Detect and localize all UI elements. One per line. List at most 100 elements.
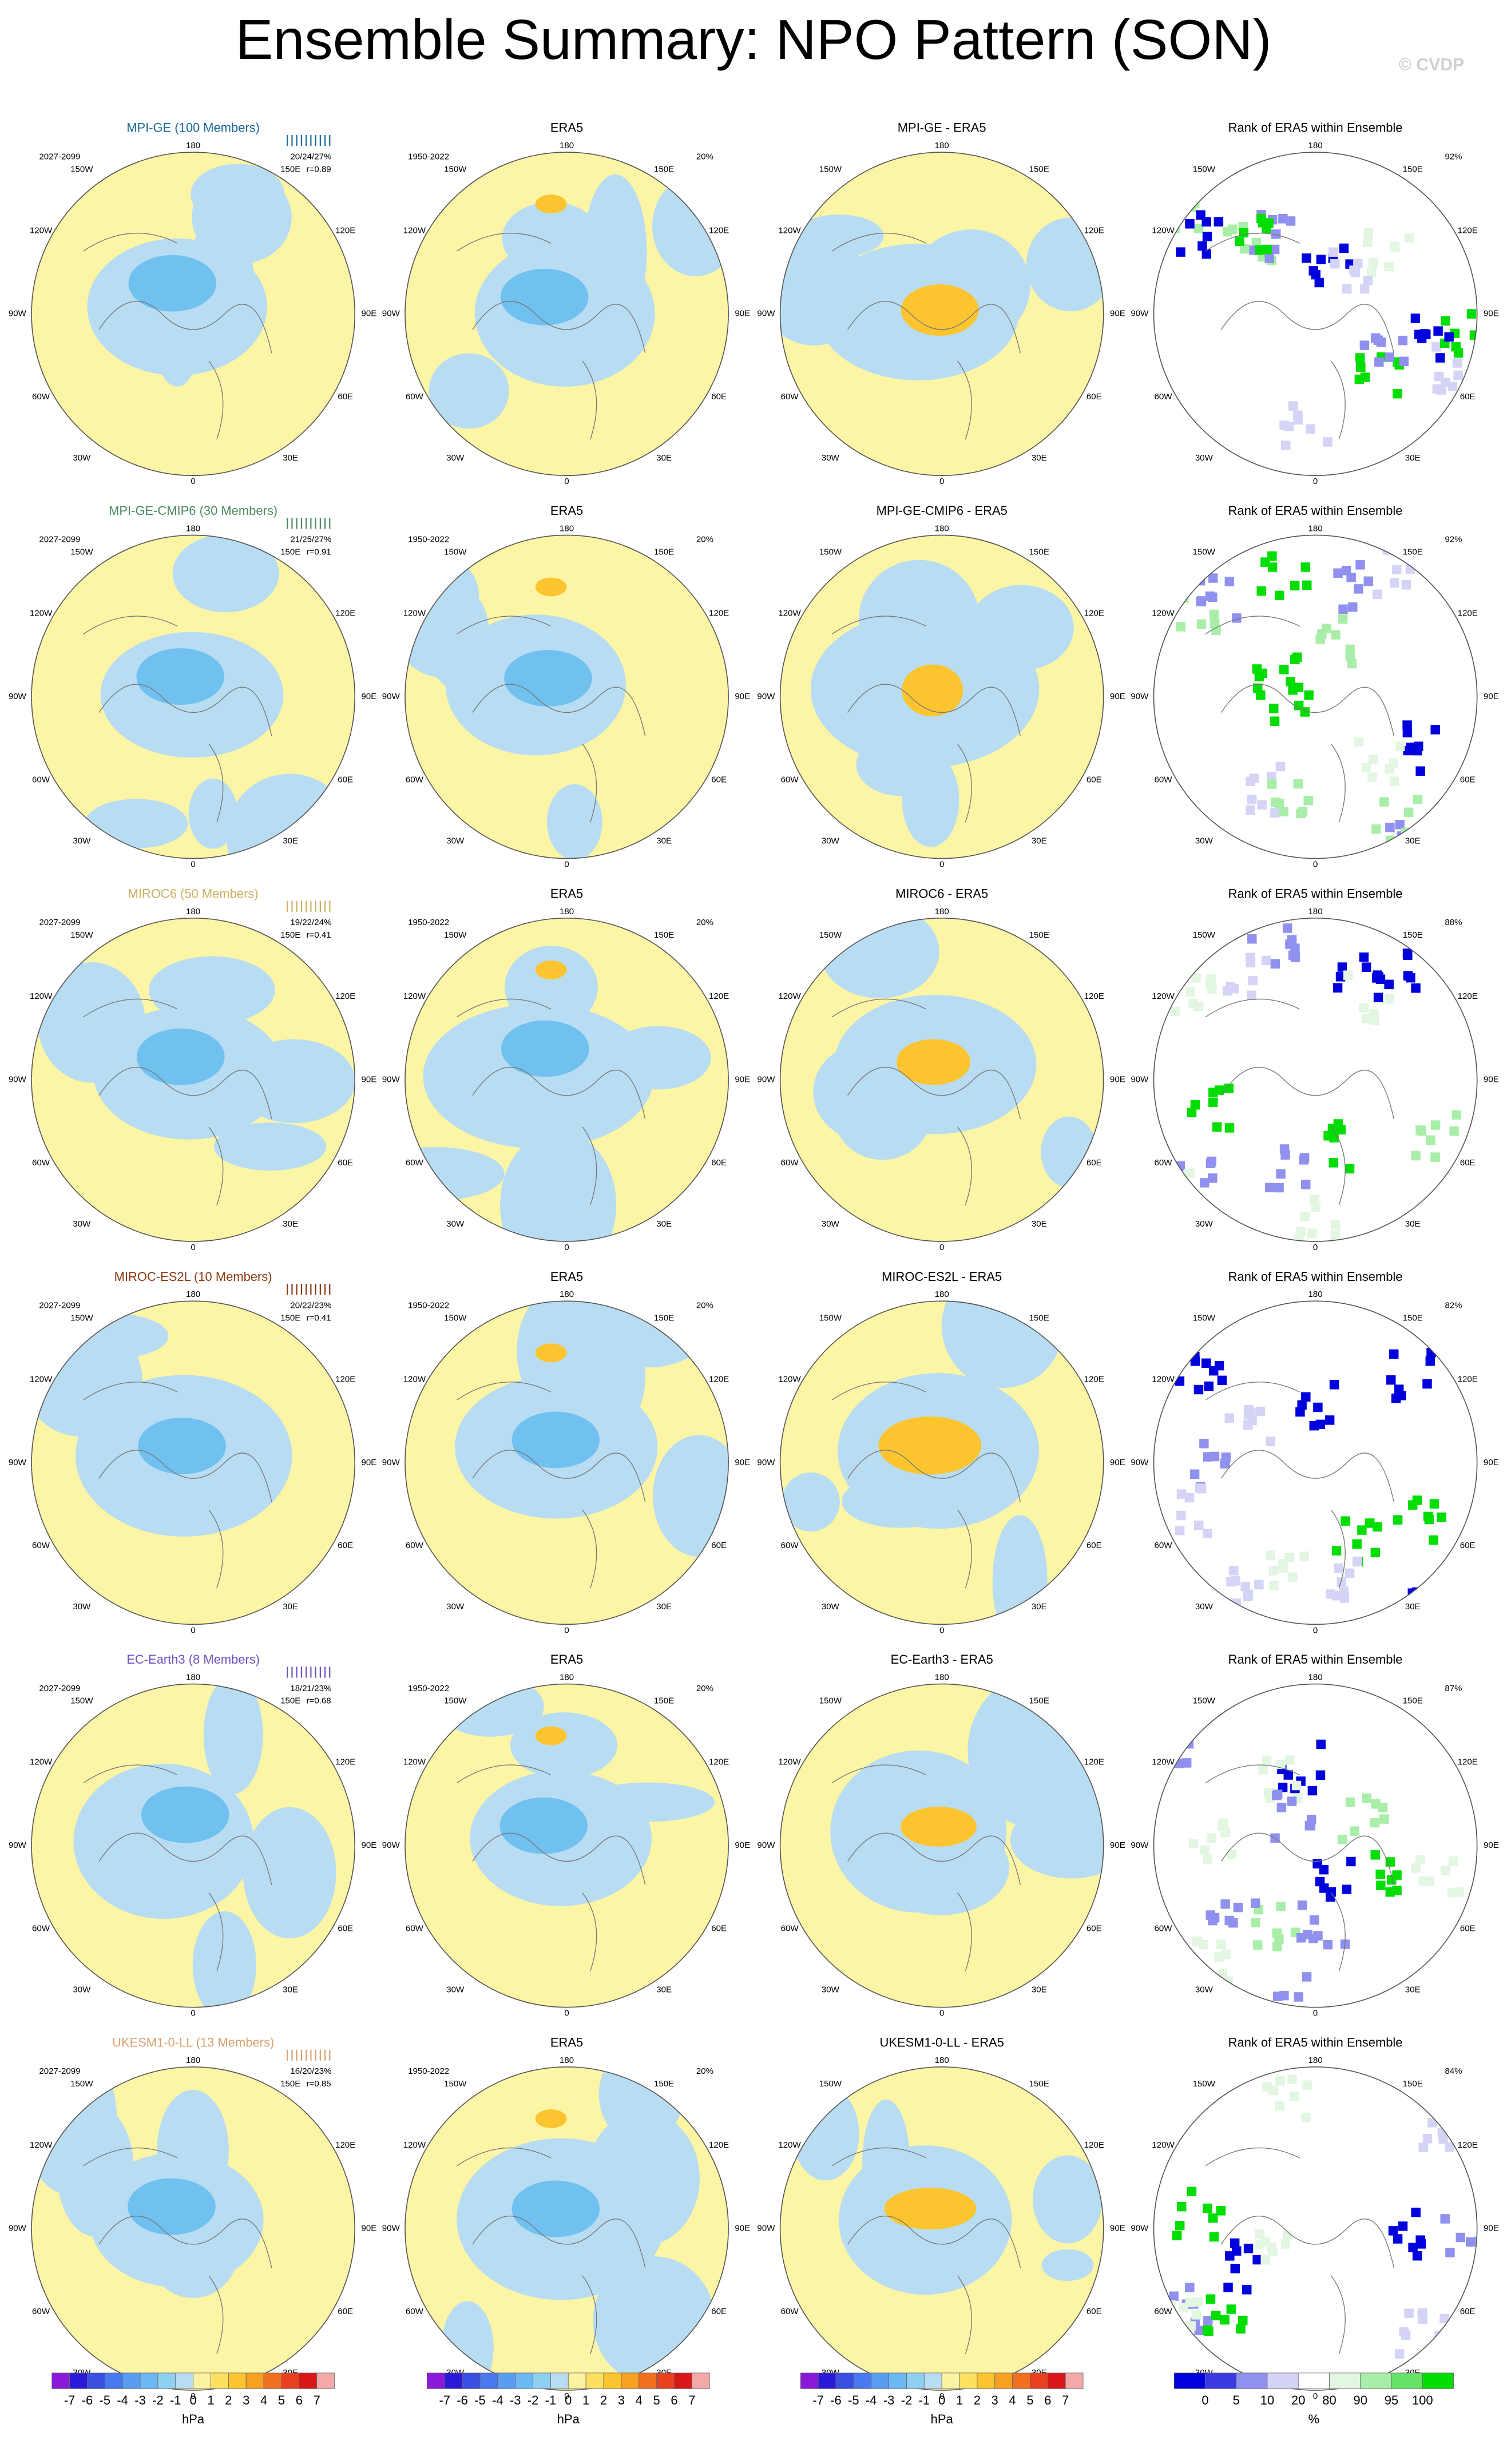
- rank-cell: [1246, 958, 1256, 967]
- rank-cell: [1316, 255, 1326, 264]
- rank-cell: [1414, 741, 1423, 751]
- colorbar-box: [1236, 2372, 1268, 2389]
- rank-cell: [1441, 378, 1450, 387]
- rank-cell: [1384, 261, 1394, 272]
- longitude-label: 0: [1313, 477, 1318, 486]
- longitude-label: 150W: [819, 547, 842, 557]
- rank-cell: [1389, 776, 1399, 786]
- rank-cell: [1360, 372, 1370, 382]
- longitude-label: 180: [1308, 907, 1323, 916]
- longitude-label: 90E: [1110, 309, 1125, 319]
- rank-cell: [1331, 630, 1341, 640]
- longitude-label: 60E: [1086, 775, 1102, 784]
- colorbar-tick-label: 7: [1062, 2393, 1069, 2407]
- negative-region: [192, 170, 292, 264]
- rank-cell: [1373, 993, 1383, 1002]
- map-field: [404, 1301, 729, 1625]
- map-background: [1153, 1301, 1477, 1625]
- longitude-label: 90E: [735, 309, 750, 319]
- map-field: [31, 918, 355, 1241]
- colorbar: -7 -6 -5 -4 -3 -2 -1 0 1 2 3 4 5 6 7 hPa: [800, 2372, 1084, 2426]
- rank-cell: [1280, 441, 1291, 450]
- longitude-label: 150W: [819, 1313, 842, 1323]
- colorbar-box: [533, 2372, 551, 2389]
- rank-cell: [1365, 1518, 1375, 1528]
- rank-cell: [1241, 2394, 1250, 2403]
- colorbar-box: [818, 2372, 836, 2389]
- map-panel: 180 150E 120E 90E 60E 30E 0 30W 60W 90W 120W 150W MP…: [757, 503, 1125, 869]
- map-field: [780, 2066, 1104, 2391]
- rank-cell: [1290, 943, 1300, 953]
- rank-cell: [1415, 1855, 1425, 1864]
- rank-cell: [1204, 2326, 1213, 2336]
- rank-cell: [1260, 2255, 1270, 2265]
- rank-cell: [1264, 253, 1274, 263]
- rank-cell: [1185, 987, 1195, 997]
- rank-cell: [1453, 348, 1464, 358]
- colorbar-tick-label: 2: [974, 2393, 981, 2407]
- rank-cell: [1337, 1835, 1347, 1844]
- colorbar-box: [245, 2372, 264, 2389]
- rank-cell: [1322, 624, 1332, 633]
- rank-cell: [1240, 1581, 1250, 1592]
- strong-negative-region: [136, 648, 224, 705]
- rank-cell: [1323, 1939, 1333, 1950]
- rank-cell: [1345, 1164, 1355, 1174]
- rank-cell: [1267, 779, 1277, 789]
- colorbar-tick-label: -3: [510, 2393, 521, 2407]
- rank-cell: [1357, 1525, 1367, 1535]
- rank-cell: [1466, 309, 1477, 319]
- longitude-label: 60W: [781, 2307, 799, 2316]
- rank-cell: [1343, 970, 1353, 980]
- variance-label: 20%: [696, 1684, 713, 1693]
- longitude-label: 120W: [30, 991, 53, 1001]
- colorbar-box: [674, 2372, 692, 2389]
- rank-cell: [1272, 1991, 1283, 2001]
- longitude-label: 30W: [73, 1985, 91, 1995]
- rank-cell: [1341, 1516, 1350, 1526]
- colorbar: 0 5 10 20 80 90 95 100%: [1173, 2372, 1454, 2426]
- rank-cell: [1319, 1864, 1329, 1875]
- map-panel: 180 150E 120E 90E 60E 30E 0 30W 60W 90W 120W 150W ER…: [382, 503, 750, 869]
- rank-cell: [1176, 2328, 1185, 2338]
- map-border: [31, 1300, 356, 1625]
- rank-cell: [1299, 1155, 1309, 1165]
- negative-region: [429, 606, 486, 690]
- rank-cell: [1388, 2226, 1398, 2236]
- rank-cell: [1356, 362, 1366, 372]
- longitude-label: 120E: [335, 991, 355, 1001]
- longitude-label: 0: [564, 477, 569, 486]
- longitude-label: 120W: [1152, 2140, 1175, 2150]
- rank-cell: [1175, 2221, 1185, 2231]
- longitude-label: 0: [1313, 1243, 1318, 1252]
- rank-cell: [1430, 725, 1440, 735]
- rank-cell: [1429, 1499, 1439, 1509]
- longitude-label: 30W: [1195, 1219, 1213, 1229]
- panel-title: MIROC6 - ERA5: [895, 886, 988, 900]
- map-border: [31, 1683, 356, 2008]
- longitude-label: 150W: [70, 164, 93, 174]
- colorbar-tick-label: 3: [243, 2393, 249, 2407]
- rank-cell: [1153, 1198, 1164, 1208]
- rank-cell: [1300, 1211, 1310, 1221]
- panel-title: ERA5: [550, 121, 583, 135]
- map-panel: 180 150E 120E 90E 60E 30E 0 30W 60W 90W 120W 150W MP…: [757, 121, 1125, 486]
- longitude-label: 60W: [406, 392, 424, 402]
- rank-cell: [1373, 1522, 1382, 1532]
- map-field: [1153, 2066, 1477, 2403]
- longitude-label: 30E: [1405, 453, 1421, 463]
- rank-cell: [1193, 2297, 1203, 2307]
- rank-cell: [1353, 1556, 1362, 1566]
- rank-cell: [1163, 208, 1173, 219]
- rank-cell: [1369, 755, 1378, 764]
- colorbar-box: [299, 2372, 318, 2389]
- rank-cell: [1171, 597, 1181, 607]
- rank-cell: [1160, 2337, 1169, 2347]
- strong-negative-region: [500, 268, 589, 326]
- longitude-label: 90E: [1484, 692, 1499, 701]
- negative-region: [505, 946, 598, 1029]
- rank-cell: [1216, 2206, 1226, 2216]
- colorbar-box: [193, 2372, 211, 2389]
- longitude-label: 90W: [1131, 1074, 1149, 1084]
- longitude-label: 180: [560, 1289, 574, 1299]
